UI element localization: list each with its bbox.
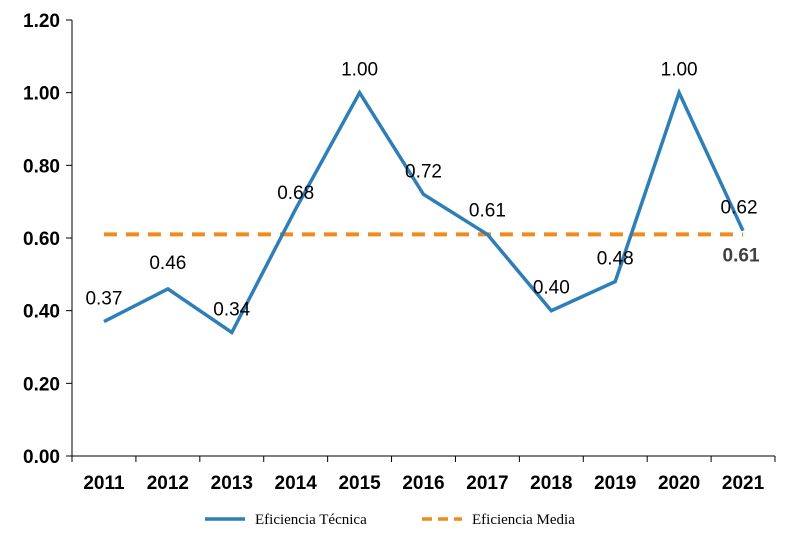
y-tick-label: 0.20: [23, 374, 60, 395]
data-label: 0.72: [405, 161, 442, 182]
x-tick-label: 2016: [402, 473, 444, 494]
x-tick-label: 2011: [83, 473, 125, 494]
data-label: 0.34: [213, 299, 250, 320]
data-label: 0.61: [469, 200, 506, 221]
x-tick-label: 2017: [466, 473, 508, 494]
x-tick-label: 2015: [338, 473, 381, 494]
data-label: 0.46: [149, 253, 186, 274]
data-label: 0.62: [721, 198, 758, 219]
y-tick-label: 1.00: [23, 84, 60, 105]
data-label: 0.40: [533, 278, 570, 299]
data-label: 0.48: [597, 249, 634, 270]
series-line-eficiencia-tecnica: [103, 87, 745, 336]
y-tick-label: 0.00: [23, 447, 60, 468]
legend: Eficiencia Técnica Eficiencia Media: [205, 512, 575, 528]
y-tick-label: 0.80: [23, 156, 60, 177]
y-axis-ticks: 0.00 0.20 0.40 0.60 0.80 1.00 1.20: [23, 11, 72, 468]
data-labels: 0.37 0.46 0.34 0.68 1.00 0.72 0.61 0.40 0.48 1.00…: [85, 60, 760, 321]
axes: [71, 20, 775, 457]
x-tick-label: 2013: [211, 473, 253, 494]
x-tick-label: 2018: [530, 473, 572, 494]
y-tick-label: 0.60: [23, 229, 60, 250]
x-tick-label: 2014: [275, 473, 318, 494]
series-lines: [103, 87, 745, 336]
x-tick-label: 2021: [722, 473, 765, 494]
y-tick-label: 0.40: [23, 302, 60, 323]
x-tick-label: 2020: [658, 473, 700, 494]
legend-label-tecnica: Eficiencia Técnica: [255, 512, 367, 528]
data-label: 1.00: [661, 60, 698, 81]
y-tick-label: 1.20: [23, 11, 60, 32]
data-label: 0.68: [277, 183, 314, 204]
x-tick-label: 2019: [594, 473, 636, 494]
x-axis-ticks: 2011 2012 2013 2014 2015 2016 2017 2018 2019 2020…: [71, 456, 776, 494]
x-tick-label: 2012: [147, 473, 189, 494]
data-label: 0.37: [85, 289, 122, 310]
data-label: 1.00: [341, 60, 378, 81]
mean-value-label: 0.61: [723, 245, 760, 266]
legend-label-media: Eficiencia Media: [472, 512, 575, 528]
